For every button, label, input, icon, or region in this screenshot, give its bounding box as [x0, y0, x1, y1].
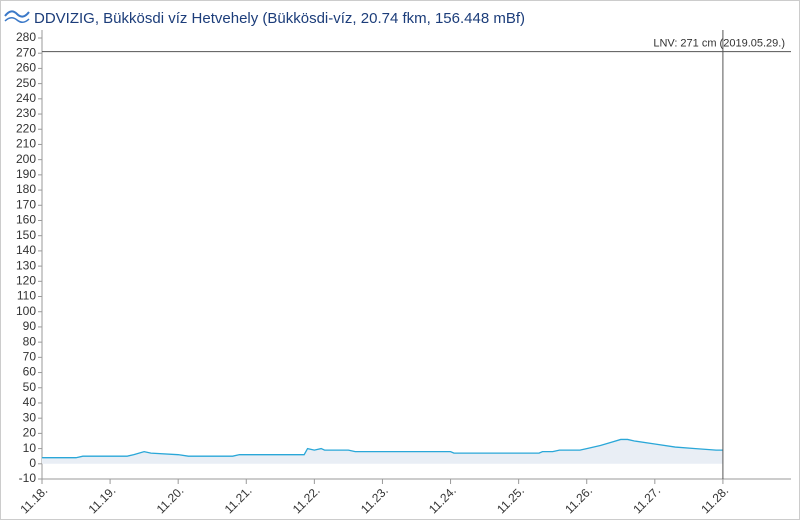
y-tick-label: 110	[17, 289, 36, 303]
y-tick-label: 250	[16, 76, 36, 90]
y-tick-label: 40	[23, 395, 37, 409]
x-tick-label: 11.22.	[290, 483, 323, 516]
y-tick-label: 230	[16, 106, 36, 120]
y-tick-label: 140	[16, 243, 36, 257]
y-tick-label: 10	[23, 441, 37, 455]
y-tick-label: 150	[16, 228, 36, 242]
y-tick-label: 270	[16, 45, 36, 59]
y-tick-label: 200	[16, 152, 36, 166]
logo	[4, 10, 30, 23]
y-tick-label: 30	[23, 410, 37, 424]
x-tick-label: 11.19.	[86, 483, 119, 516]
x-tick-label: 11.23.	[358, 483, 391, 516]
y-tick-label: 160	[16, 213, 36, 227]
y-tick-label: 260	[16, 61, 36, 75]
reference-label: LNV: 271 cm (2019.05.29.)	[653, 38, 785, 50]
y-tick-label: -10	[19, 471, 37, 485]
x-tick-label: 11.25.	[494, 483, 527, 516]
y-tick-label: 80	[23, 334, 37, 348]
y-tick-label: 170	[16, 197, 36, 211]
y-tick-label: 220	[16, 121, 36, 135]
x-tick-label: 11.27.	[630, 483, 663, 516]
y-tick-label: 180	[16, 182, 36, 196]
area	[42, 439, 723, 464]
x-tick-label: 11.28.	[698, 483, 731, 516]
y-tick-label: 90	[23, 319, 37, 333]
y-tick-label: 280	[16, 30, 36, 44]
x-tick-label: 11.21.	[222, 483, 255, 516]
line	[42, 438, 723, 459]
y-tick-label: 130	[16, 258, 36, 272]
y-tick-label: 210	[16, 137, 36, 151]
x-tick-label: 11.24.	[426, 483, 459, 516]
y-tick-label: 60	[23, 365, 37, 379]
y-tick-label: 70	[23, 350, 37, 364]
y-tick-label: 120	[16, 273, 36, 287]
y-tick-label: 50	[23, 380, 37, 394]
chart-title: DDVIZIG, Bükkösdi víz Hetvehely (Bükkösd…	[34, 10, 525, 27]
y-tick-label: 0	[29, 456, 36, 470]
x-tick-label: 11.26.	[562, 483, 595, 516]
x-tick-label: 11.18.	[17, 483, 50, 516]
y-tick-label: 20	[23, 426, 37, 440]
y-tick-label: 100	[16, 304, 36, 318]
x-tick-label: 11.20.	[154, 483, 187, 516]
y-tick-label: 240	[16, 91, 36, 105]
y-tick-label: 190	[16, 167, 36, 181]
